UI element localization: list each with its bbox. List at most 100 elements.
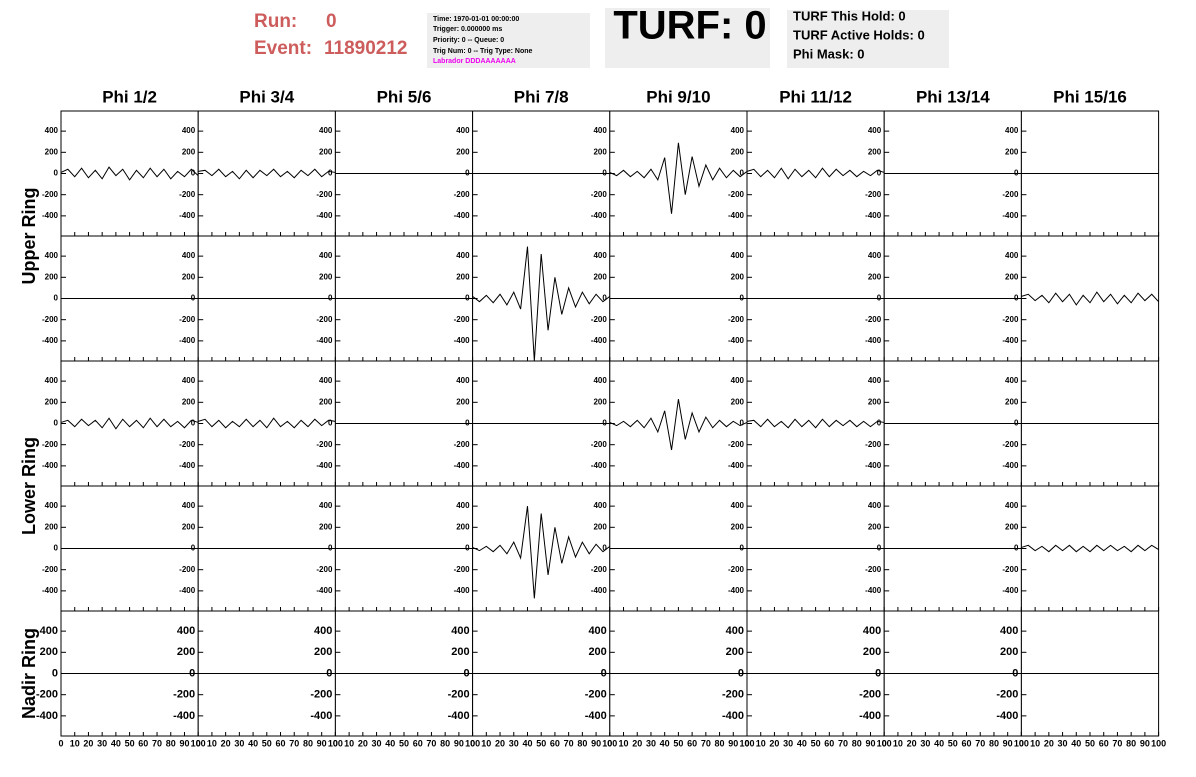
- y-tick-label: 0: [465, 419, 470, 428]
- x-tick-label: 60: [824, 738, 834, 748]
- y-tick-label: 400: [588, 625, 606, 637]
- x-tick-label: 80: [440, 738, 450, 748]
- x-tick-label: 100: [739, 738, 754, 748]
- y-tick-label: 200: [314, 646, 332, 658]
- y-tick-label: 0: [189, 667, 195, 679]
- x-tick-label: 80: [989, 738, 999, 748]
- y-tick-label: 400: [1005, 251, 1019, 260]
- x-tick-label: 50: [1085, 738, 1095, 748]
- y-tick-label: 200: [863, 646, 881, 658]
- y-tick-label: 200: [1005, 397, 1019, 406]
- row-title: Nadir Ring: [19, 628, 39, 719]
- x-tick-label: 90: [1003, 738, 1013, 748]
- y-tick-label: -400: [316, 336, 333, 345]
- y-tick-label: 0: [52, 667, 58, 679]
- x-tick-label: 20: [907, 738, 917, 748]
- y-tick-label: 0: [191, 169, 196, 178]
- y-tick-label: 400: [40, 625, 58, 637]
- x-tick-label: 70: [838, 738, 848, 748]
- x-tick-label: 100: [602, 738, 617, 748]
- y-tick-label: 200: [1000, 646, 1018, 658]
- panel-frame: [1020, 485, 1160, 612]
- info-line: Priority: 0 -- Queue: 0: [433, 37, 504, 44]
- y-tick-label: -200: [859, 689, 881, 701]
- y-tick-label: 200: [456, 272, 470, 281]
- y-tick-label: 200: [45, 522, 59, 531]
- y-tick-label: -200: [179, 190, 196, 199]
- y-tick-label: -200: [728, 190, 745, 199]
- row-title: Upper Ring: [19, 188, 39, 285]
- y-tick-label: -400: [179, 461, 196, 470]
- y-tick-label: -200: [591, 190, 608, 199]
- y-tick-label: 200: [1005, 272, 1019, 281]
- x-tick-label: 0: [882, 738, 887, 748]
- y-tick-label: 200: [40, 646, 58, 658]
- x-tick-label: 50: [125, 738, 135, 748]
- y-tick-label: 200: [593, 522, 607, 531]
- x-tick-label: 20: [83, 738, 93, 748]
- y-tick-label: 0: [54, 169, 59, 178]
- y-tick-label: 400: [726, 625, 744, 637]
- y-tick-label: -200: [722, 689, 744, 701]
- event-value: 11890212: [324, 38, 408, 59]
- x-tick-label: 70: [289, 738, 299, 748]
- y-tick-label: 400: [314, 625, 332, 637]
- column-title: Phi 11/12: [779, 87, 852, 106]
- x-tick-label: 80: [577, 738, 587, 748]
- x-tick-label: 60: [962, 738, 972, 748]
- x-tick-label: 100: [465, 738, 480, 748]
- x-tick-label: 10: [1030, 738, 1040, 748]
- waveform: [60, 417, 199, 430]
- y-tick-label: -200: [316, 565, 333, 574]
- y-tick-label: 0: [740, 544, 745, 553]
- y-tick-label: 400: [182, 376, 196, 385]
- waveform: [1021, 544, 1159, 553]
- y-tick-label: 0: [1014, 544, 1019, 553]
- panel-frame: [746, 360, 885, 487]
- y-tick-label: -400: [1002, 336, 1019, 345]
- y-tick-label: 400: [593, 501, 607, 510]
- waveform: [60, 166, 199, 181]
- turf-info-line: Phi Mask: 0: [793, 46, 865, 61]
- y-tick-label: -200: [454, 190, 471, 199]
- x-tick-label: 40: [660, 738, 670, 748]
- y-tick-label: 400: [868, 501, 882, 510]
- run-label: Run:: [254, 11, 297, 32]
- x-tick-label: 70: [426, 738, 436, 748]
- y-tick-label: 0: [877, 544, 882, 553]
- y-tick-label: 0: [602, 169, 607, 178]
- run-value: 0: [326, 11, 337, 32]
- y-tick-label: 200: [319, 522, 333, 531]
- y-tick-label: 200: [868, 397, 882, 406]
- x-tick-label: 30: [646, 738, 656, 748]
- y-tick-label: 400: [868, 251, 882, 260]
- y-tick-label: 0: [191, 294, 196, 303]
- y-tick-label: -400: [859, 710, 881, 722]
- y-tick-label: 200: [182, 147, 196, 156]
- x-tick-label: 60: [138, 738, 148, 748]
- y-tick-label: -200: [454, 315, 471, 324]
- y-tick-label: 200: [1005, 147, 1019, 156]
- y-tick-label: -200: [591, 315, 608, 324]
- y-tick-label: 0: [328, 294, 333, 303]
- y-tick-label: -400: [179, 586, 196, 595]
- y-tick-label: 400: [1005, 501, 1019, 510]
- y-tick-label: 0: [54, 419, 59, 428]
- x-tick-label: 100: [1014, 738, 1029, 748]
- y-tick-label: 400: [593, 376, 607, 385]
- y-tick-label: 200: [319, 147, 333, 156]
- x-tick-label: 50: [262, 738, 272, 748]
- y-tick-label: -400: [591, 461, 608, 470]
- y-tick-label: -200: [316, 190, 333, 199]
- y-tick-label: 0: [463, 667, 469, 679]
- x-tick-label: 40: [248, 738, 258, 748]
- y-tick-label: -400: [591, 336, 608, 345]
- y-tick-label: 0: [601, 667, 607, 679]
- y-tick-label: 200: [456, 147, 470, 156]
- x-tick-label: 50: [811, 738, 821, 748]
- y-tick-label: -200: [1002, 190, 1019, 199]
- y-tick-label: -400: [865, 211, 882, 220]
- y-tick-label: 0: [740, 419, 745, 428]
- x-tick-label: 20: [1044, 738, 1054, 748]
